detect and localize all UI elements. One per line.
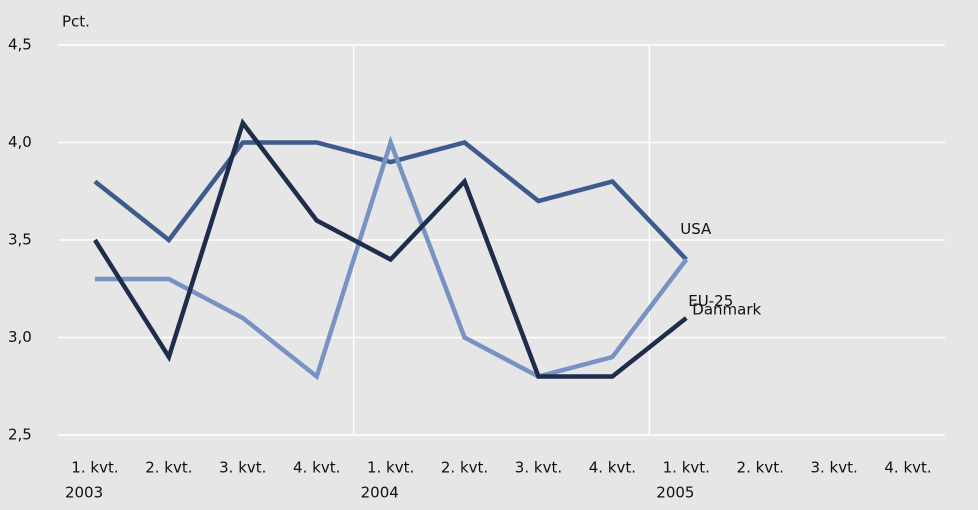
x-tick-label: 1. kvt.	[71, 459, 118, 477]
x-tick-label: 3. kvt.	[515, 459, 562, 477]
x-tick-label: 3. kvt.	[219, 459, 266, 477]
series-label: Danmark	[692, 301, 761, 319]
x-tick-label: 2. kvt.	[737, 459, 784, 477]
y-tick-label: 4,0	[8, 133, 32, 151]
y-tick-label: 2,5	[8, 426, 32, 444]
series-line	[94, 135, 689, 381]
x-tick-label: 2. kvt.	[145, 459, 192, 477]
y-axis-label: Pct.	[62, 13, 90, 31]
y-tick-label: 4,5	[8, 36, 32, 54]
x-tick-label: 4. kvt.	[589, 459, 636, 477]
x-tick-label: 1. kvt.	[367, 459, 414, 477]
x-tick-label: 4. kvt.	[884, 459, 931, 477]
y-tick-label: 3,5	[8, 231, 32, 249]
x-tick-label: 3. kvt.	[810, 459, 857, 477]
x-tick-label: 1. kvt.	[663, 459, 710, 477]
x-tick-label: 2. kvt.	[441, 459, 488, 477]
y-tick-label: 3,0	[8, 328, 32, 346]
year-label: 2004	[361, 484, 399, 502]
series-line	[93, 140, 688, 262]
x-tick-label: 4. kvt.	[293, 459, 340, 477]
year-label: 2005	[656, 484, 694, 502]
series-label: USA	[680, 220, 712, 238]
year-label: 2003	[65, 484, 103, 502]
series-line	[93, 118, 688, 379]
series-label: EU-25	[688, 292, 733, 310]
